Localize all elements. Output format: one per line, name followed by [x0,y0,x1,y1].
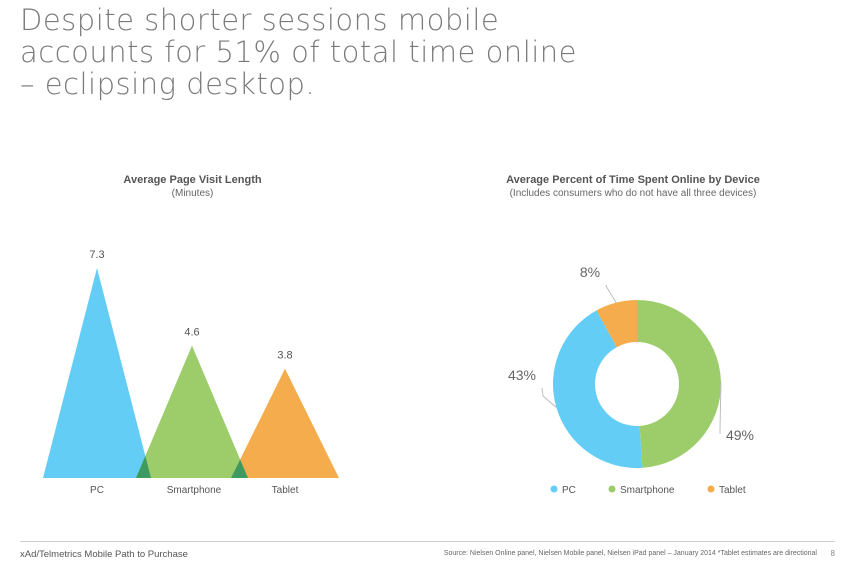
donut-value-label-smartphone: 49% [726,427,754,443]
donut-slice-smartphone [637,300,722,468]
footer-source-note: Source: Nielsen Online panel, Nielsen Mo… [443,550,817,557]
donut-callout-line-tablet [605,285,617,303]
legend-label-pc: PC [562,485,576,496]
time-share-subtitle: (Includes consumers who do not have all … [509,188,757,199]
visit-length-category-label-tablet: Tablet [272,485,299,496]
visit-length-overlap-1 [136,455,151,478]
time-share-title: Average Percent of Time Spent Online by … [506,174,760,186]
visit-length-subtitle: (Minutes) [171,188,214,199]
donut-callout-line-smartphone [719,381,722,434]
donut-slice-tablet [596,300,637,348]
page-number: 8 [830,549,835,558]
donut-value-label-tablet: 8% [580,264,600,280]
legend-label-smartphone: Smartphone [620,485,675,496]
visit-length-category-label-pc: PC [90,485,104,496]
headline-line-3: – eclipsing desktop. [20,67,316,101]
donut-value-label-pc: 43% [508,367,536,383]
visit-length-overlap-2 [231,459,248,478]
visit-length-title: Average Page Visit Length [123,174,262,186]
headline: Despite shorter sessions mobile accounts… [20,4,660,100]
footer-title: xAd/Telmetrics Mobile Path to Purchase [20,549,188,560]
visit-length-value-label-tablet: 3.8 [277,350,292,362]
headline-line-1: Despite shorter sessions mobile [20,3,500,37]
legend-label-tablet: Tablet [719,485,746,496]
legend-swatch-smartphone [608,485,616,493]
visit-length-value-label-pc: 7.3 [89,249,104,261]
donut-slice-pc [553,310,643,468]
headline-line-2: accounts for 51% of total time online [20,35,578,69]
legend-swatch-pc [550,485,558,493]
legend-swatch-tablet [707,485,715,493]
visit-length-mark-tablet [231,368,339,478]
footer-divider [20,541,835,542]
visit-length-value-label-smartphone: 4.6 [184,327,199,339]
visit-length-category-label-smartphone: Smartphone [167,485,222,496]
visit-length-mark-smartphone [136,345,248,478]
visit-length-mark-pc [43,268,151,478]
donut-callout-line-pc [541,387,557,408]
